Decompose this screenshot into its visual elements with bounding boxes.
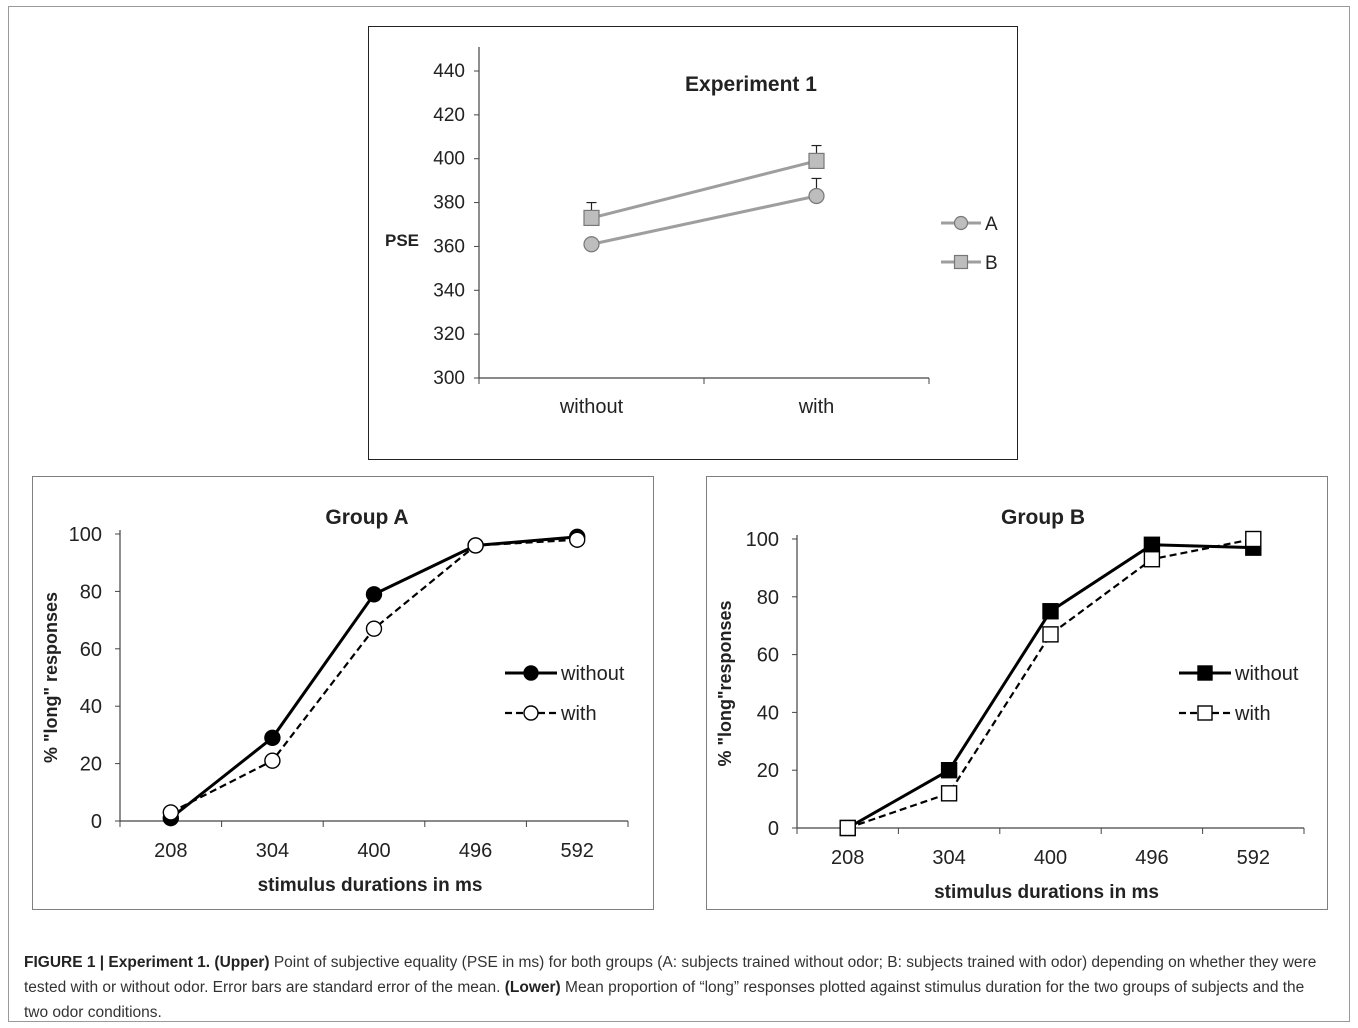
- x-tick-label: 400: [357, 840, 390, 862]
- y-tick-label: 360: [433, 236, 465, 257]
- y-tick-label: 60: [757, 645, 779, 667]
- legend-label: B: [985, 253, 998, 274]
- data-point-B: [808, 152, 825, 170]
- data-point-without: [264, 729, 281, 746]
- legend-label: without: [560, 663, 625, 685]
- legend-marker-without: [523, 665, 539, 681]
- data-point-with: [940, 785, 958, 802]
- y-axis-label: % "long" responses: [41, 592, 61, 763]
- caption-figure-label: FIGURE 1 | Experiment 1.: [24, 954, 211, 971]
- data-point-without: [1042, 603, 1059, 620]
- x-axis-label: stimulus durations in ms: [258, 875, 483, 896]
- series-line-with: [847, 537, 1254, 830]
- data-point-with: [1245, 530, 1262, 548]
- x-tick-label: 592: [561, 840, 594, 862]
- chart-title: Group A: [325, 506, 408, 529]
- group-a-chart-panel: 0 20 40 60 80 100 208 304 400 496 592 stimulus dura…: [32, 476, 654, 910]
- x-tick-label: 592: [1237, 847, 1270, 869]
- legend-label: A: [985, 214, 998, 235]
- figure-caption: FIGURE 1 | Experiment 1. (Upper) Point o…: [24, 950, 1324, 1025]
- y-tick-label: 440: [433, 61, 465, 82]
- legend-marker-B: [953, 254, 969, 270]
- y-tick-label: 60: [80, 639, 102, 661]
- series-line-without: [846, 543, 1254, 830]
- legend-marker-without: [1197, 665, 1213, 681]
- caption-lower-text: Mean proportion of “long” responses plot…: [24, 979, 1305, 1021]
- y-tick-label: 100: [746, 529, 779, 551]
- y-tick-label: 300: [433, 368, 465, 389]
- y-tick-label: 20: [80, 754, 102, 776]
- figure-frame: [8, 6, 1350, 1022]
- group-b-chart: 0 20 40 60 80 100 208 304 400 496 592 stimulus dura…: [715, 506, 1305, 903]
- experiment1-chart: 300 320 340 360 380 400 420 440 without with Exper…: [385, 47, 998, 418]
- chart-title: Group B: [1001, 506, 1085, 529]
- y-tick-label: 380: [433, 193, 465, 214]
- y-tick-label: 40: [80, 696, 102, 718]
- legend-label: without: [1234, 663, 1299, 685]
- data-point-without: [940, 762, 958, 779]
- series-line-without: [169, 535, 578, 820]
- data-point-without: [1143, 536, 1161, 553]
- y-axis-label: % "long"responses: [715, 600, 735, 766]
- y-tick-label: 400: [433, 149, 465, 170]
- y-tick-label: 80: [80, 581, 102, 603]
- data-point-A: [808, 187, 825, 205]
- data-point-with: [569, 531, 586, 548]
- x-axis-label: stimulus durations in ms: [934, 882, 1159, 903]
- y-tick-label: 20: [757, 760, 779, 782]
- caption-upper-label: (Upper): [214, 954, 270, 971]
- caption-lower-label: (Lower): [504, 979, 561, 996]
- y-tick-label: 40: [757, 702, 779, 724]
- data-point-B: [583, 209, 600, 227]
- data-point-with: [365, 620, 383, 637]
- y-tick-label: 80: [757, 587, 779, 609]
- y-tick-label: 340: [433, 280, 465, 301]
- data-point-with: [264, 752, 281, 769]
- y-tick-label: 320: [433, 324, 465, 345]
- legend-marker-with: [1197, 705, 1213, 721]
- x-tick-label: 496: [459, 840, 492, 862]
- series-line-B: [591, 159, 817, 220]
- legend-label: with: [1234, 703, 1271, 725]
- chart-title: Experiment 1: [685, 73, 817, 96]
- x-tick-label: without: [559, 396, 624, 418]
- data-point-with: [839, 819, 856, 837]
- data-point-A: [583, 236, 600, 253]
- group-b-chart-panel: 0 20 40 60 80 100 208 304 400 496 592 stimulus dura…: [706, 476, 1328, 910]
- caption-upper-text: Point of subjective equality (PSE in ms)…: [24, 954, 1317, 996]
- series-line-A: [591, 194, 817, 246]
- y-tick-label: 100: [69, 524, 102, 546]
- legend-label: with: [560, 703, 597, 725]
- x-tick-label: 304: [932, 847, 965, 869]
- legend-marker-A: [953, 215, 969, 231]
- experiment1-chart-panel: 300 320 340 360 380 400 420 440 without with Exper…: [368, 26, 1018, 460]
- y-tick-label: 0: [768, 818, 779, 840]
- y-tick-label: 0: [91, 811, 102, 833]
- legend-marker-with: [523, 705, 539, 721]
- x-tick-label: 400: [1034, 847, 1067, 869]
- data-point-without: [365, 586, 383, 603]
- x-tick-label: with: [798, 396, 835, 418]
- x-tick-label: 304: [256, 840, 289, 862]
- data-point-with: [1143, 551, 1161, 568]
- x-tick-label: 208: [831, 847, 864, 869]
- data-point-with: [1042, 626, 1059, 643]
- group-a-chart: 0 20 40 60 80 100 208 304 400 496 592 stimulus dura…: [41, 506, 629, 896]
- x-tick-label: 496: [1135, 847, 1168, 869]
- x-tick-label: 208: [154, 840, 187, 862]
- data-point-with: [162, 804, 180, 821]
- y-axis-label: PSE: [385, 231, 419, 250]
- data-point-with: [467, 537, 484, 554]
- y-tick-label: 420: [433, 105, 465, 126]
